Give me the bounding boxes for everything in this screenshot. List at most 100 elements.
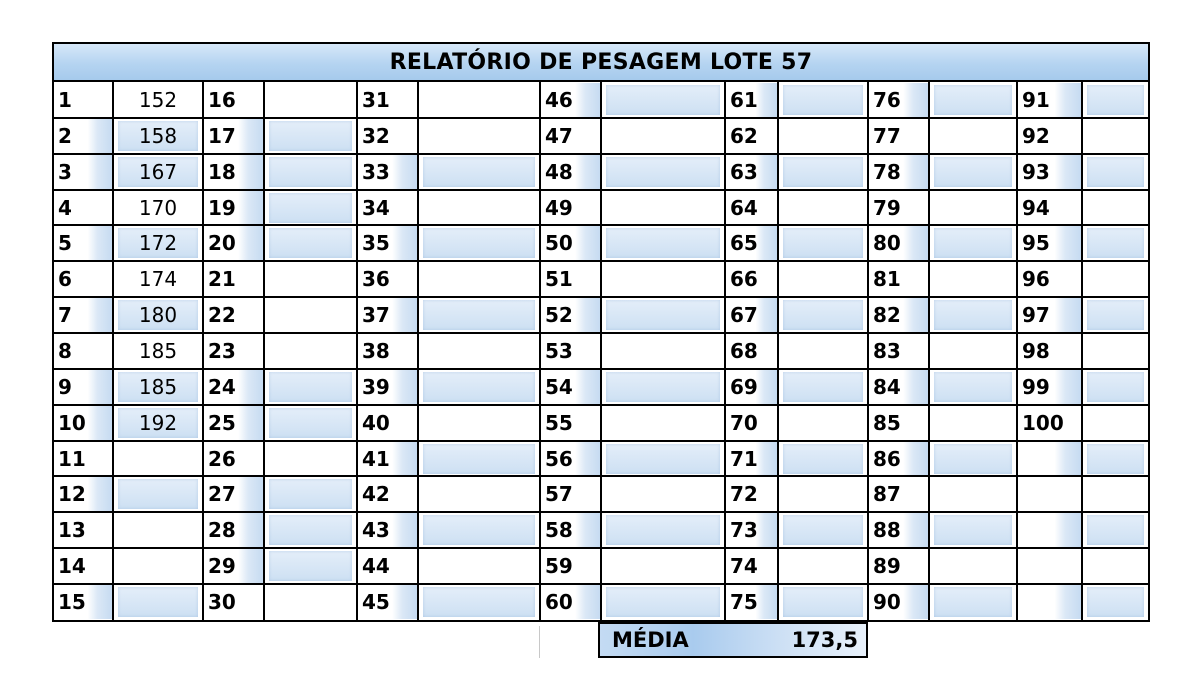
weight-value-cell [1087, 479, 1144, 509]
weight-value-cell [606, 121, 720, 151]
weight-value-cell [269, 371, 352, 402]
lot-number-cell: 91 [1018, 83, 1081, 117]
weight-value-cell [1087, 551, 1144, 581]
lot-number-cell: 82 [869, 298, 928, 333]
lot-number-cell: 68 [730, 338, 758, 363]
weight-value-cell: 167 [118, 156, 198, 187]
grid-horizontal-line [54, 152, 1148, 155]
lot-number-cell: 2 [54, 118, 112, 153]
weight-value-cell: 192 [118, 407, 198, 438]
lot-number-cell: 7 [54, 298, 112, 333]
weight-value-cell [423, 479, 535, 509]
lot-number-cell: 12 [54, 477, 112, 512]
average-box: MÉDIA 173,5 [598, 622, 868, 658]
weight-value-cell [269, 192, 352, 223]
grid-horizontal-line [54, 188, 1148, 191]
lot-number-cell: 42 [362, 482, 390, 507]
lot-number-cell [1018, 513, 1081, 548]
weight-value-cell: 170 [138, 195, 178, 220]
weight-value-cell [1087, 300, 1144, 331]
weight-value-cell [118, 444, 198, 474]
lot-number-cell: 76 [869, 83, 928, 117]
weight-value-cell [934, 336, 1012, 366]
lot-number-cell: 49 [545, 195, 573, 220]
lot-number-cell: 58 [541, 513, 600, 548]
weight-value-cell [934, 156, 1012, 187]
weight-value-cell [118, 586, 198, 617]
average-value: 173,5 [791, 628, 858, 652]
grid-horizontal-line [54, 331, 1148, 334]
weight-value-cell [269, 444, 352, 474]
weight-value-cell [934, 85, 1012, 115]
lot-number-cell: 57 [545, 482, 573, 507]
weight-value-cell [1087, 408, 1144, 438]
lot-number-cell: 39 [358, 369, 417, 404]
weight-value-cell [423, 264, 535, 294]
weight-value-cell [423, 336, 535, 366]
weight-value-cell: 185 [118, 371, 198, 402]
lot-number-cell: 100 [1022, 410, 1064, 435]
lot-number-cell: 65 [726, 226, 777, 261]
weight-value-cell [269, 156, 352, 187]
weight-value-cell [269, 300, 352, 330]
weighing-report-table: RELATÓRIO DE PESAGEM LOTE 57 1 152 2 158 3 16… [52, 42, 1150, 622]
weight-value-cell [423, 121, 535, 151]
lot-number-cell: 4 [58, 195, 72, 220]
grid-vertical-line [263, 82, 265, 620]
lot-number-cell: 64 [730, 195, 758, 220]
lot-number-cell: 32 [362, 123, 390, 148]
weight-value-cell [1087, 193, 1144, 223]
lot-number-cell: 50 [541, 226, 600, 261]
lot-number-cell: 54 [541, 369, 600, 404]
weight-value-cell [934, 121, 1012, 151]
weight-value-cell [423, 586, 535, 617]
weight-value-cell [1087, 121, 1144, 151]
lot-number-cell: 26 [208, 446, 236, 471]
weight-value-cell [423, 85, 535, 115]
lot-number-cell: 98 [1022, 338, 1050, 363]
weight-value-cell [934, 479, 1012, 509]
lot-number-cell: 60 [541, 584, 600, 619]
grid-vertical-line [777, 82, 779, 620]
lot-number-cell: 22 [208, 303, 236, 328]
weight-value-cell [606, 156, 720, 187]
weight-value-cell [934, 371, 1012, 402]
lot-number-cell: 37 [358, 298, 417, 333]
lot-number-cell: 3 [54, 154, 112, 189]
weight-value-cell [269, 515, 352, 546]
lot-number-cell: 11 [58, 446, 86, 471]
weight-value-cell [423, 515, 535, 546]
weight-value-cell [783, 193, 863, 223]
weight-value-cell [1087, 336, 1144, 366]
lot-number-cell: 61 [726, 83, 777, 117]
lot-number-cell: 21 [208, 267, 236, 292]
lot-number-cell: 10 [54, 405, 112, 440]
grid-vertical-line [600, 82, 602, 620]
weight-value-cell [118, 479, 198, 510]
weight-value-cell [934, 300, 1012, 331]
weight-value-cell [269, 587, 352, 617]
sheet-gridline-fragment [539, 626, 540, 658]
lot-number-cell: 84 [869, 369, 928, 404]
weight-value-cell [118, 551, 198, 581]
weight-value-cell [606, 336, 720, 366]
grid-vertical-line [539, 82, 541, 620]
weight-value-cell [606, 408, 720, 438]
lot-number-cell: 20 [204, 226, 263, 261]
lot-number-cell: 92 [1022, 123, 1050, 148]
lot-number-cell: 16 [208, 88, 236, 112]
weight-value-cell [934, 408, 1012, 438]
lot-number-cell: 45 [358, 584, 417, 619]
lot-number-cell: 53 [545, 338, 573, 363]
lot-number-cell: 5 [54, 226, 112, 261]
weight-value-cell [606, 479, 720, 509]
weight-value-cell [423, 300, 535, 331]
weight-value-cell [783, 336, 863, 366]
lot-number-cell: 62 [730, 123, 758, 148]
lot-number-cell: 93 [1018, 154, 1081, 189]
lot-number-cell: 41 [358, 441, 417, 476]
weight-value-cell: 174 [138, 267, 178, 292]
weight-value-cell [606, 551, 720, 581]
lot-number-cell: 34 [362, 195, 390, 220]
lot-number-cell: 95 [1018, 226, 1081, 261]
